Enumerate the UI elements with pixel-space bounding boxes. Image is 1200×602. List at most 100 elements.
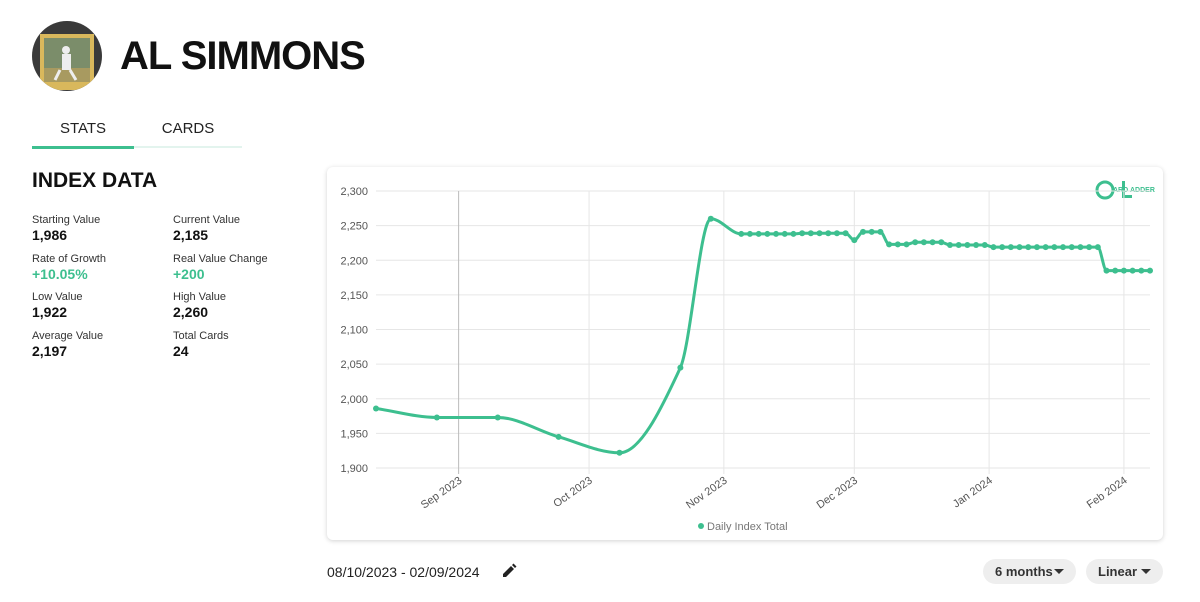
- legend-label: Daily Index Total: [707, 521, 788, 533]
- point: [833, 230, 840, 237]
- legend-marker: [698, 523, 704, 529]
- edit-icon[interactable]: [501, 563, 517, 579]
- tab-stats[interactable]: STATS: [59, 120, 107, 137]
- y-tick-label: 2,200: [340, 255, 368, 267]
- point: [1094, 244, 1101, 251]
- chart: ARDADDER 1,900 1,950 2,000 2,050 2,100 2,150 2…: [340, 180, 1155, 533]
- point: [903, 241, 910, 248]
- y-tick-label: 2,050: [340, 359, 368, 371]
- period-select[interactable]: 6 months: [983, 559, 1076, 584]
- point: [555, 433, 562, 440]
- date-range: 08/10/2023 - 02/09/2024: [327, 564, 480, 580]
- y-tick-label: 2,100: [340, 325, 368, 337]
- point: [938, 239, 945, 246]
- point: [946, 242, 953, 249]
- stat: Starting Value 1,986: [32, 214, 100, 243]
- y-tick-label: 2,300: [340, 186, 368, 198]
- point: [860, 228, 867, 235]
- stat-label: High Value: [173, 291, 226, 303]
- line: [375, 217, 1150, 455]
- point: [1086, 244, 1093, 251]
- point: [920, 239, 927, 246]
- stat-label: Real Value Change: [173, 252, 268, 265]
- point: [677, 364, 684, 371]
- point: [851, 237, 858, 244]
- logo: ARDADDER: [1095, 180, 1155, 200]
- chart-card: [327, 167, 1163, 540]
- scale-select[interactable]: Linear: [1086, 559, 1163, 584]
- stat-value: 1,922: [32, 304, 68, 320]
- x-tick-label: Feb 2024: [1085, 475, 1130, 511]
- point: [990, 244, 997, 251]
- stat: Total Cards 24: [173, 330, 229, 359]
- tab-rail: [32, 146, 242, 148]
- point: [1068, 244, 1075, 251]
- point: [929, 239, 936, 246]
- point: [1138, 267, 1145, 274]
- point: [955, 242, 962, 249]
- point: [842, 230, 849, 237]
- stat: Average Value 2,197: [32, 330, 103, 359]
- point: [755, 230, 762, 237]
- stat-label: Starting Value: [32, 214, 101, 226]
- y-tick-label: 2,250: [340, 221, 368, 233]
- stat: Rate of Growth +10.05%: [32, 253, 106, 282]
- stat-label: Rate of Growth: [32, 252, 106, 265]
- point: [877, 228, 884, 235]
- tab-cards[interactable]: CARDS: [161, 120, 215, 137]
- stat: Real Value Change +200: [173, 253, 268, 282]
- stat-label: Low Value: [32, 291, 83, 303]
- point: [616, 449, 623, 456]
- point: [1016, 244, 1023, 251]
- stat: Current Value 2,185: [173, 214, 240, 243]
- point: [433, 414, 440, 421]
- stat: High Value 2,260: [173, 291, 226, 320]
- point: [746, 230, 753, 237]
- point: [816, 230, 823, 237]
- point: [799, 230, 806, 237]
- point: [886, 241, 893, 248]
- stat-value: +10.05%: [32, 265, 88, 282]
- stat-value: 1,986: [32, 227, 68, 243]
- section-title: INDEX DATA: [32, 169, 158, 192]
- stat-value: 2,185: [173, 227, 209, 243]
- avatar: [32, 21, 102, 91]
- point: [764, 230, 771, 237]
- point: [1025, 244, 1032, 251]
- x-tick-label: Dec 2023: [815, 475, 860, 512]
- point: [1112, 267, 1119, 274]
- x-tick-label: Oct 2023: [551, 475, 594, 510]
- point: [912, 239, 919, 246]
- point: [373, 405, 379, 412]
- stat-value: +200: [173, 265, 205, 282]
- point: [1147, 267, 1153, 274]
- point: [494, 414, 501, 421]
- stat: Low Value 1,922: [32, 291, 83, 320]
- player-name: AL SIMMONS: [120, 34, 366, 78]
- point: [825, 230, 832, 237]
- point: [1033, 244, 1040, 251]
- point: [999, 244, 1006, 251]
- y-tick-label: 1,900: [340, 463, 368, 475]
- y-tick-label: 2,000: [340, 394, 368, 406]
- point: [707, 215, 714, 222]
- stat-value: 2,260: [173, 304, 209, 320]
- stat-label: Total Cards: [173, 329, 229, 342]
- stat-value: 24: [173, 342, 189, 359]
- point: [1077, 244, 1084, 251]
- point: [868, 228, 875, 235]
- tab-underline: [32, 146, 134, 149]
- point: [973, 242, 980, 249]
- x-tick-label: Sep 2023: [419, 475, 464, 512]
- point: [1129, 267, 1136, 274]
- point: [894, 241, 901, 248]
- point: [807, 230, 814, 237]
- point: [1060, 244, 1067, 251]
- x-tick-label: Jan 2024: [951, 475, 995, 511]
- y-tick-label: 2,150: [340, 290, 368, 302]
- point: [1051, 244, 1058, 251]
- point: [1042, 244, 1049, 251]
- stat-value: 2,197: [32, 342, 68, 359]
- point: [964, 242, 971, 249]
